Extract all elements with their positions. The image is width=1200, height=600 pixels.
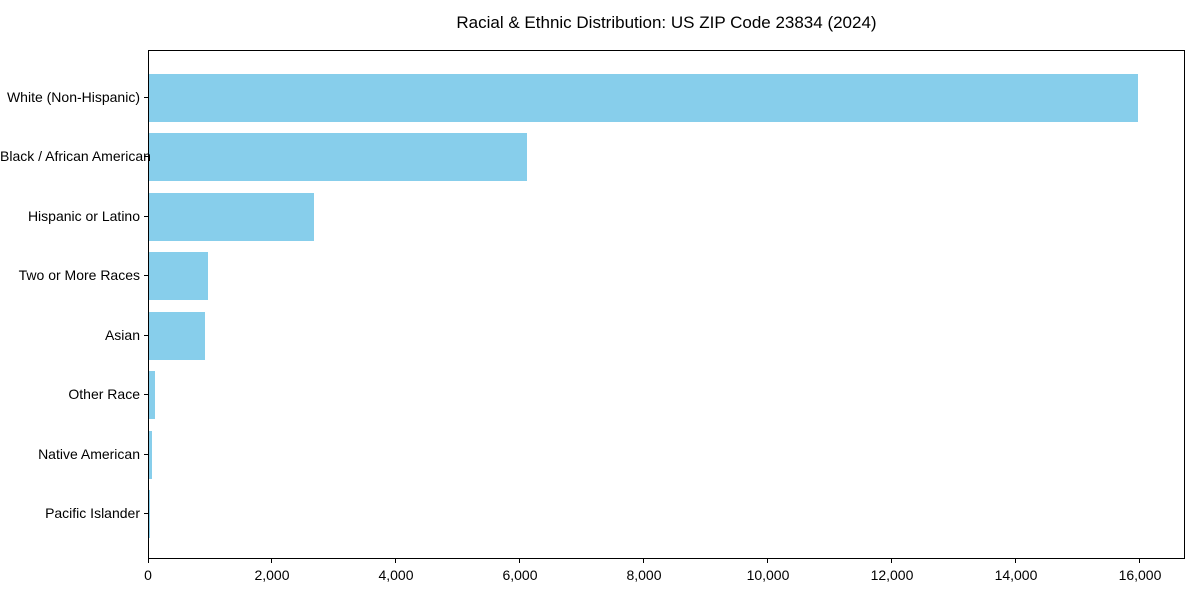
y-tick-label-asian: Asian: [104, 326, 140, 343]
bar-black-african-american: [149, 133, 528, 182]
bar-native-american: [149, 430, 153, 479]
bar-hispanic-or-latino: [149, 192, 314, 241]
x-tick-8-000: [643, 559, 645, 563]
y-tick-label-other-race: Other Race: [68, 386, 140, 403]
y-tick-label-hispanic-or-latino: Hispanic or Latino: [27, 207, 140, 224]
bar-pacific-islander: [149, 490, 150, 538]
y-tick-hispanic-or-latino: [144, 215, 148, 217]
x-tick-label-14-000: 14,000: [994, 567, 1038, 583]
y-tick-label-pacific-islander: Pacific Islander: [45, 505, 140, 521]
y-tick-white-non-hispanic: [144, 97, 148, 98]
bar-asian: [149, 311, 205, 360]
bar-two-or-more-races: [149, 252, 208, 301]
x-tick-label-0: 0: [144, 567, 152, 583]
y-tick-pacific-islander: [144, 513, 148, 514]
y-tick-label-white-non-hispanic: White (Non-Hispanic): [6, 89, 140, 105]
x-tick-4-000: [395, 559, 397, 563]
x-tick-label-2-000: 2,000: [254, 567, 290, 583]
bar-white-non-hispanic: [149, 74, 1138, 122]
y-tick-label-black-african-american: Black / African American: [0, 148, 151, 165]
x-tick-label-6-000: 6,000: [502, 567, 538, 583]
chart-title: Racial & Ethnic Distribution: US ZIP Cod…: [456, 13, 877, 32]
x-tick-label-8-000: 8,000: [626, 567, 662, 583]
x-tick-14-000: [1015, 559, 1017, 563]
y-tick-native-american: [144, 453, 148, 455]
y-tick-asian: [144, 334, 148, 336]
y-tick-black-african-american: [144, 156, 148, 158]
x-tick-label-12-000: 12,000: [870, 567, 914, 583]
y-tick-two-or-more-races: [144, 275, 148, 277]
x-tick-10-000: [767, 559, 769, 563]
x-tick-0: [147, 559, 149, 563]
x-tick-6-000: [519, 559, 521, 563]
y-tick-label-two-or-more-races: Two or More Races: [18, 267, 140, 284]
y-tick-other-race: [144, 394, 148, 396]
y-tick-label-native-american: Native American: [38, 445, 140, 462]
x-tick-12-000: [891, 559, 893, 563]
x-tick-label-16-000: 16,000: [1118, 567, 1162, 583]
x-tick-2-000: [271, 559, 273, 563]
x-tick-16-000: [1139, 559, 1141, 563]
plot-area: [148, 50, 1185, 559]
x-tick-label-4-000: 4,000: [378, 567, 414, 583]
bar-other-race: [149, 371, 156, 420]
x-tick-label-10-000: 10,000: [746, 567, 790, 583]
